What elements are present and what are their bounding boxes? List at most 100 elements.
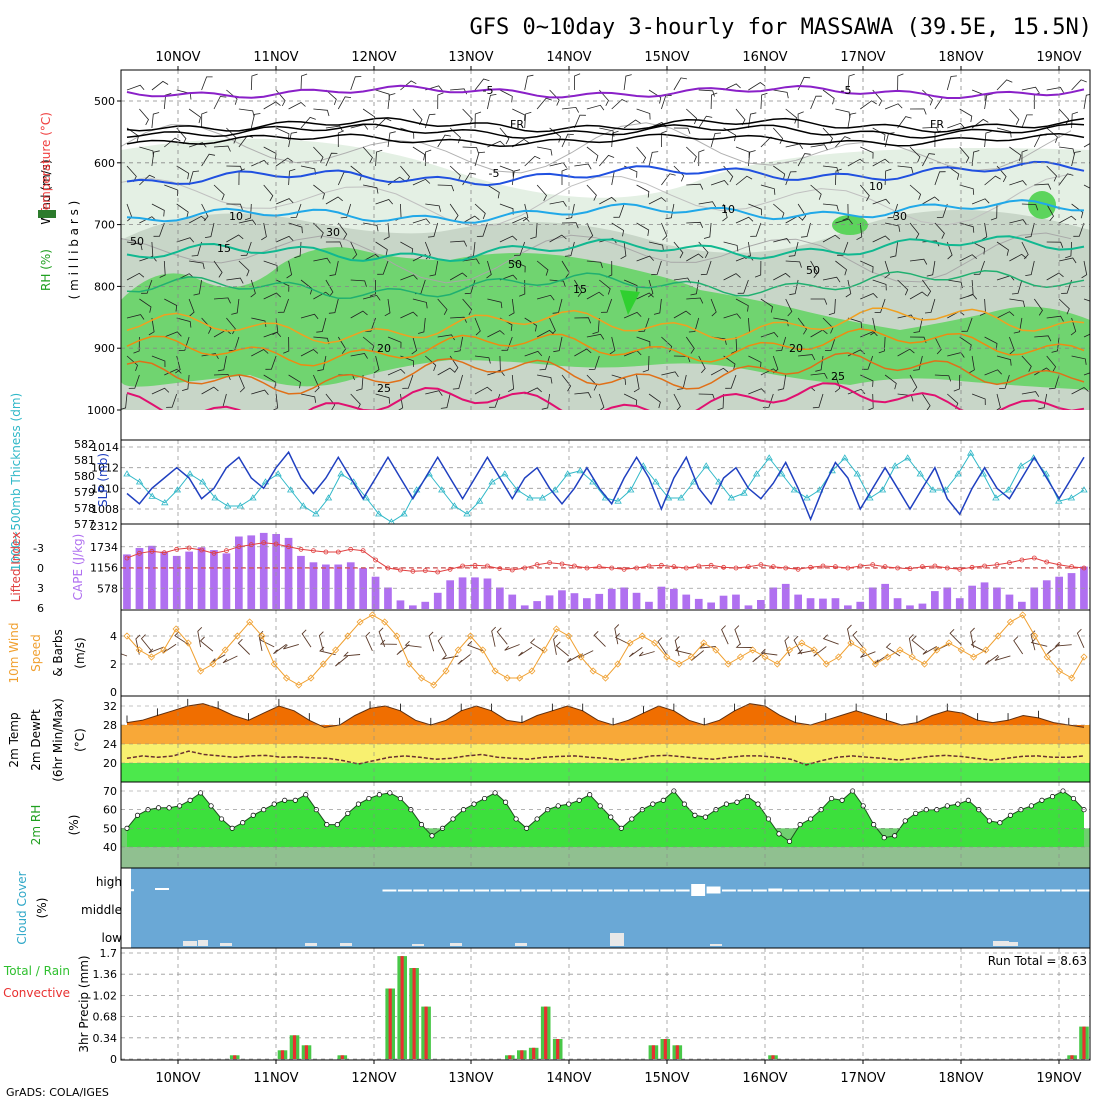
wind-barb: [698, 201, 716, 208]
thickness-point: [677, 494, 685, 501]
wind10-barb: [638, 651, 655, 657]
wind10-speed-point: [638, 632, 646, 640]
cape-bar: [769, 587, 778, 609]
wind-barb: [537, 374, 553, 384]
lifted-index-point: [932, 563, 938, 569]
thickness-line: [126, 452, 1085, 523]
wind-barb: [723, 273, 741, 281]
cloud-high-bar: [644, 889, 659, 892]
thickness-point: [765, 454, 773, 461]
wind-barb: [698, 393, 716, 401]
thickness-point: [173, 486, 182, 493]
wind-barb: [272, 317, 279, 336]
wind-barb: [909, 222, 920, 240]
wind-barb: [922, 89, 933, 106]
wind-barb: [735, 175, 753, 186]
wind-barb: [1071, 355, 1087, 365]
wind-barb: [909, 146, 921, 163]
wind10-speed-point: [835, 653, 843, 661]
rh-legend-swatch: [38, 210, 56, 218]
wind10-barb: [873, 654, 888, 665]
wind-barb: [126, 84, 145, 91]
wind-barb: [1046, 203, 1054, 222]
wind-barb: [971, 198, 990, 205]
wind-barb: [800, 222, 811, 238]
isotherm-label: FR: [930, 118, 944, 131]
rh2m-point: [534, 816, 540, 822]
wind10-speed-point: [356, 618, 364, 626]
rh2m-point: [881, 835, 887, 841]
date-label-bottom: 17NOV: [840, 1071, 885, 1086]
cape-bar: [309, 562, 318, 609]
cape-bar: [657, 586, 666, 609]
wind-barb: [356, 374, 364, 391]
lifted-index-point: [845, 565, 851, 571]
wind-barb: [1011, 279, 1023, 295]
rh2m-point: [734, 799, 740, 805]
lifted-index-tick-label: -3: [33, 542, 44, 555]
date-label-top: 16NOV: [742, 50, 787, 65]
wind-barb: [723, 83, 741, 91]
wind10-barb: [1013, 636, 1024, 655]
rh2m-point: [871, 822, 877, 828]
wind-barb: [313, 374, 320, 393]
wind-barb: [698, 149, 705, 167]
thickness-point: [563, 470, 572, 477]
wind10-speed-point: [663, 653, 671, 661]
lifted-index-point: [211, 550, 217, 556]
cloud-level-label: low: [102, 931, 123, 945]
wind-barb: [1025, 222, 1035, 238]
date-label-bottom: 14NOV: [546, 1071, 591, 1086]
wind10-speed-point: [773, 660, 781, 668]
wind10-speed-point: [516, 674, 524, 682]
wind-barb: [673, 127, 691, 134]
wind-barb: [411, 336, 418, 355]
lifted-index-point: [982, 563, 987, 569]
wind-barb: [999, 374, 1010, 389]
wind-barb: [586, 222, 594, 241]
rh-contour-label: 50: [130, 235, 144, 248]
lifted-index-point: [1069, 564, 1074, 570]
wind-barb: [350, 353, 368, 359]
cloud-high-bar: [938, 889, 952, 892]
wind10-barb: [628, 647, 643, 658]
thickness-point: [626, 486, 635, 493]
rh2m-point: [660, 797, 666, 803]
wind10-speed-point: [871, 660, 879, 668]
cape-bar: [210, 550, 218, 609]
lifted-index-point: [783, 565, 789, 571]
rh2m-point: [755, 801, 761, 807]
wind-barb: [449, 203, 459, 221]
wind-barb: [561, 222, 579, 229]
cape-bar: [744, 605, 753, 609]
lifted-index-point: [957, 566, 963, 572]
cape-bar: [558, 590, 566, 609]
wind-barb: [474, 111, 482, 129]
wind-barb: [176, 317, 192, 328]
wind-barb: [913, 355, 923, 371]
wind10-barb: [197, 626, 203, 648]
precip-convective-bar: [771, 1055, 775, 1059]
wind-barb: [661, 336, 673, 353]
wind-barb: [760, 184, 776, 195]
wind-barb: [362, 294, 381, 301]
wind-barb: [647, 279, 654, 298]
wind10-barb: [908, 634, 914, 655]
thickness-point: [387, 518, 395, 524]
wind-barb: [867, 393, 874, 411]
wind-barb: [748, 355, 762, 369]
cloud-high-bar: [505, 889, 520, 892]
precip-convective-bar: [292, 1035, 297, 1059]
lifted-index-point: [721, 564, 726, 570]
cloud-high-bar: [953, 889, 968, 892]
rh2m-point: [198, 790, 204, 796]
wind10-speed-point: [822, 660, 830, 668]
cloud-high-bar: [969, 889, 983, 892]
isotherm-label: FR: [510, 118, 524, 131]
date-label-top: 17NOV: [840, 50, 885, 65]
wind-barb: [785, 143, 804, 150]
wind-barb: [797, 203, 807, 221]
wind10-barb: [148, 646, 164, 654]
wind-barb: [822, 127, 833, 144]
rh2m-tick-label: 60: [103, 804, 117, 817]
